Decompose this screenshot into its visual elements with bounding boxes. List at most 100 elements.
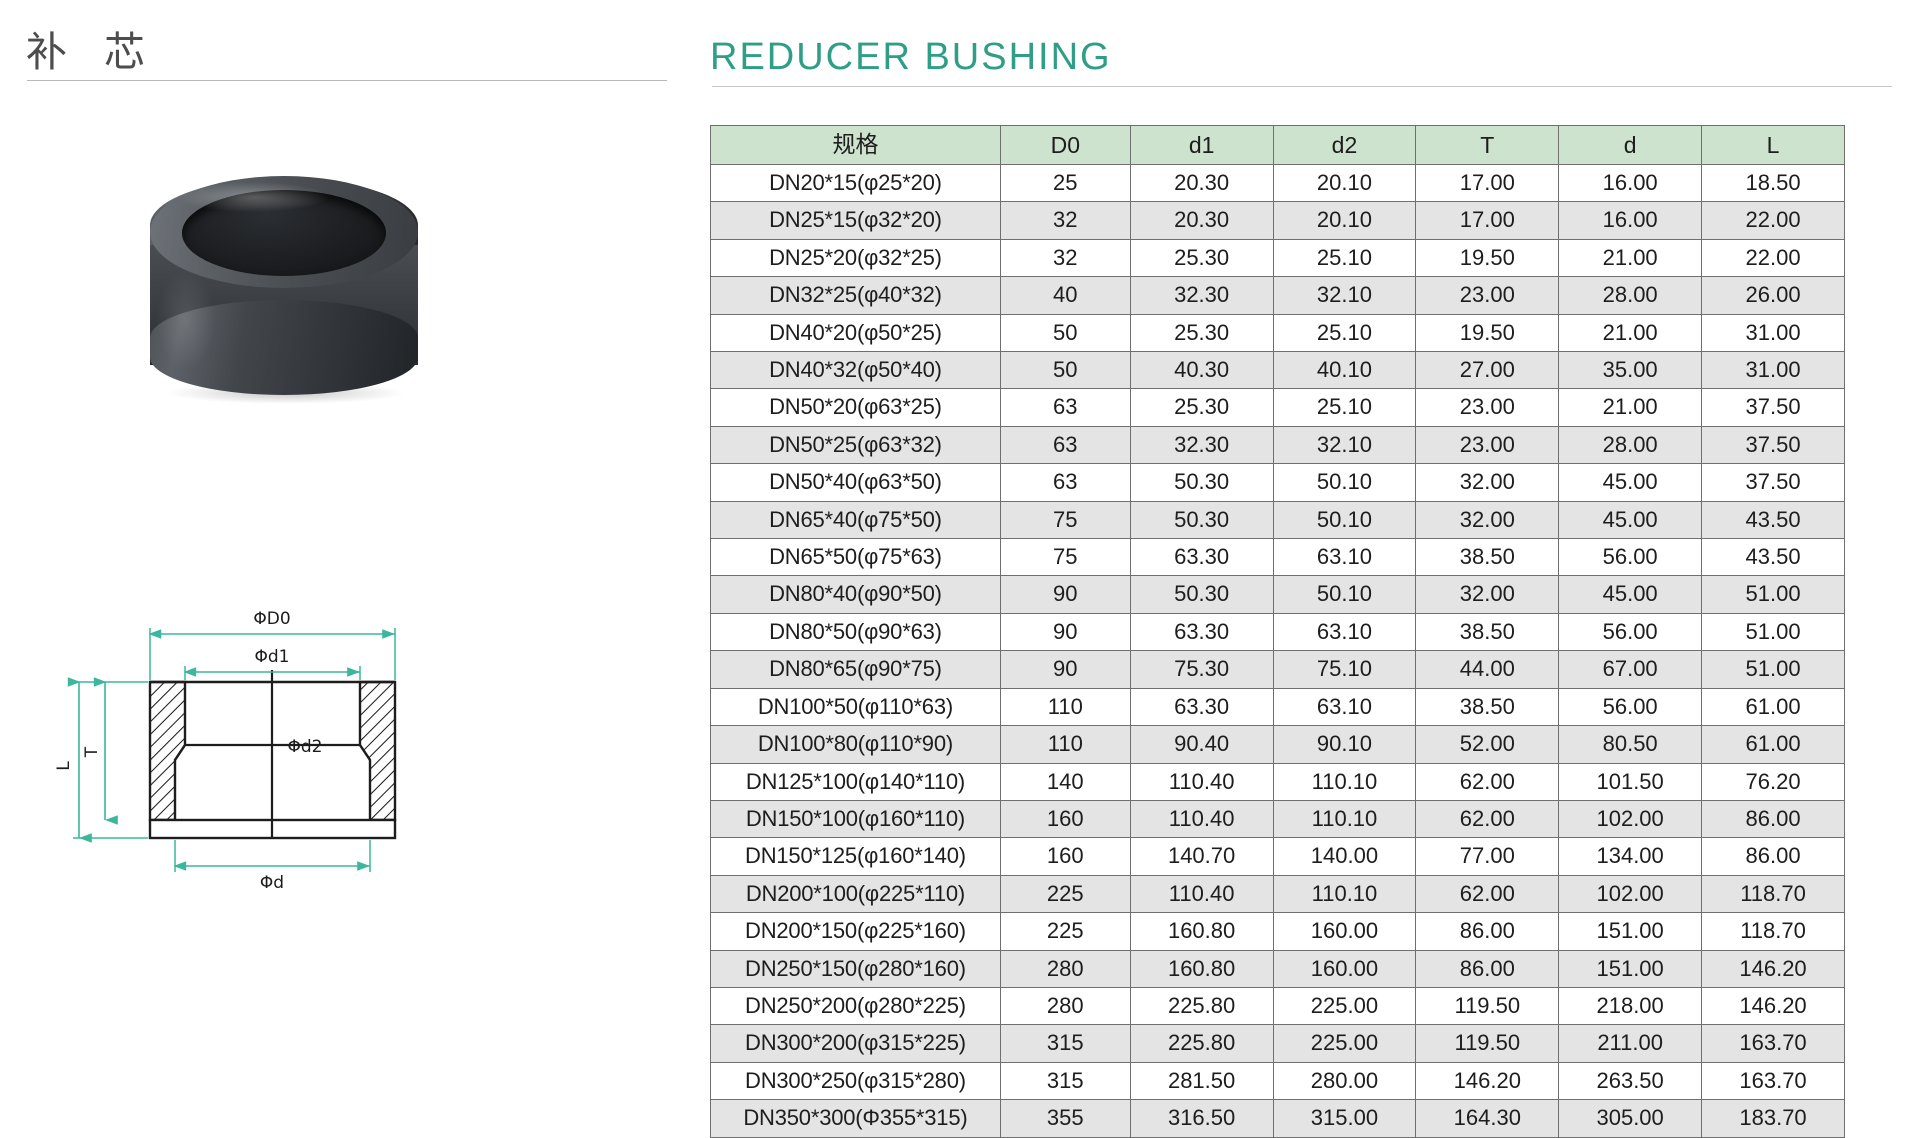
- cell-spec: DN100*50(φ110*63): [710, 687, 1001, 727]
- cell-t: 38.50: [1415, 538, 1560, 577]
- cell-spec: DN20*15(φ25*20): [710, 163, 1001, 203]
- dim-label-d: Φd: [260, 873, 284, 893]
- cell-d1: 20.30: [1129, 201, 1274, 240]
- cell-l: 76.20: [1701, 762, 1845, 801]
- column-header-d: d: [1558, 125, 1703, 165]
- cell-spec: DN300*250(φ315*280): [710, 1061, 1001, 1101]
- dim-label-l: L: [55, 761, 74, 771]
- table-row: DN150*125(φ160*140) 160 140.70 140.00 77.00 1…: [710, 837, 1845, 876]
- cell-d0: 90: [999, 612, 1131, 652]
- table-row: DN250*200(φ280*225) 280 225.80 225.00 119.50…: [710, 986, 1845, 1026]
- cell-d1: 40.30: [1129, 351, 1274, 390]
- cell-d0: 63: [999, 425, 1131, 465]
- cell-t: 23.00: [1415, 425, 1560, 465]
- cell-t: 164.30: [1415, 1099, 1560, 1138]
- table-row: DN125*100(φ140*110) 140 110.40 110.10 62.00 1…: [710, 762, 1845, 801]
- cell-d2: 50.10: [1272, 463, 1417, 502]
- cell-d: 263.50: [1558, 1061, 1703, 1101]
- cell-t: 86.00: [1415, 912, 1560, 951]
- dim-label-d1: Φd1: [255, 647, 290, 667]
- cell-d: 45.00: [1558, 463, 1703, 502]
- cell-spec: DN350*300(Φ355*315): [710, 1099, 1001, 1138]
- cell-d1: 32.30: [1129, 425, 1274, 465]
- cell-t: 62.00: [1415, 799, 1560, 839]
- cell-d1: 20.30: [1129, 163, 1274, 203]
- cell-d1: 281.50: [1129, 1061, 1274, 1101]
- table-row: DN300*200(φ315*225) 315 225.80 225.00 119.50…: [710, 1024, 1845, 1063]
- cell-d: 218.00: [1558, 986, 1703, 1026]
- cell-d1: 25.30: [1129, 313, 1274, 353]
- cell-d1: 140.70: [1129, 837, 1274, 876]
- cell-d: 151.00: [1558, 949, 1703, 988]
- cell-d2: 110.10: [1272, 762, 1417, 801]
- cell-d0: 63: [999, 463, 1131, 502]
- cell-l: 118.70: [1701, 874, 1845, 914]
- cell-spec: DN80*40(φ90*50): [710, 575, 1001, 614]
- cell-l: 22.00: [1701, 238, 1845, 278]
- cell-t: 119.50: [1415, 986, 1560, 1026]
- cell-l: 146.20: [1701, 949, 1845, 988]
- cell-spec: DN250*150(φ280*160): [710, 949, 1001, 988]
- cell-spec: DN100*80(φ110*90): [710, 725, 1001, 764]
- cell-spec: DN150*125(φ160*140): [710, 837, 1001, 876]
- cell-spec: DN32*25(φ40*32): [710, 276, 1001, 315]
- cell-d2: 50.10: [1272, 575, 1417, 614]
- cell-t: 32.00: [1415, 500, 1560, 540]
- cell-d0: 75: [999, 500, 1131, 540]
- cell-t: 62.00: [1415, 762, 1560, 801]
- cell-d0: 110: [999, 725, 1131, 764]
- cell-l: 51.00: [1701, 650, 1845, 689]
- cell-d1: 25.30: [1129, 238, 1274, 278]
- cell-spec: DN65*50(φ75*63): [710, 538, 1001, 577]
- cell-d0: 90: [999, 650, 1131, 689]
- cell-d: 80.50: [1558, 725, 1703, 764]
- cell-d2: 32.10: [1272, 425, 1417, 465]
- bushing-side-highlight: [156, 270, 216, 370]
- cell-d0: 225: [999, 874, 1131, 914]
- cell-t: 27.00: [1415, 351, 1560, 390]
- cell-l: 37.50: [1701, 388, 1845, 427]
- cell-d0: 355: [999, 1099, 1131, 1138]
- cell-d: 305.00: [1558, 1099, 1703, 1138]
- cell-t: 119.50: [1415, 1024, 1560, 1063]
- cell-d0: 90: [999, 575, 1131, 614]
- cell-t: 52.00: [1415, 725, 1560, 764]
- cell-t: 32.00: [1415, 463, 1560, 502]
- cell-spec: DN150*100(φ160*110): [710, 799, 1001, 839]
- cell-spec: DN50*25(φ63*32): [710, 425, 1001, 465]
- column-header-l: L: [1701, 125, 1845, 165]
- cell-d1: 25.30: [1129, 388, 1274, 427]
- chinese-title: 补 芯: [26, 28, 158, 76]
- cell-l: 37.50: [1701, 425, 1845, 465]
- cell-d2: 225.00: [1272, 986, 1417, 1026]
- cell-d1: 110.40: [1129, 799, 1274, 839]
- cell-l: 183.70: [1701, 1099, 1845, 1138]
- cell-d2: 280.00: [1272, 1061, 1417, 1101]
- cell-l: 43.50: [1701, 500, 1845, 540]
- cell-d2: 75.10: [1272, 650, 1417, 689]
- cell-d1: 63.30: [1129, 612, 1274, 652]
- table-row: DN40*20(φ50*25) 50 25.30 25.10 19.50 21.00 31.…: [710, 313, 1845, 353]
- cell-d: 56.00: [1558, 687, 1703, 727]
- cell-d1: 50.30: [1129, 500, 1274, 540]
- cell-l: 163.70: [1701, 1024, 1845, 1063]
- table-row: DN100*80(φ110*90) 110 90.40 90.10 52.00 80.50…: [710, 725, 1845, 764]
- table-header: 规格 D0 d1 d2 T d L: [710, 125, 1845, 165]
- cell-d1: 75.30: [1129, 650, 1274, 689]
- cell-d0: 32: [999, 201, 1131, 240]
- table-row: DN65*50(φ75*63) 75 63.30 63.10 38.50 56.00 43.…: [710, 538, 1845, 577]
- table-row: DN25*15(φ32*20) 32 20.30 20.10 17.00 16.00 22.…: [710, 201, 1845, 240]
- cell-spec: DN50*40(φ63*50): [710, 463, 1001, 502]
- cell-d0: 140: [999, 762, 1131, 801]
- cell-d: 21.00: [1558, 238, 1703, 278]
- cell-l: 18.50: [1701, 163, 1845, 203]
- cell-d0: 40: [999, 276, 1131, 315]
- table-row: DN50*20(φ63*25) 63 25.30 25.10 23.00 21.00 37.…: [710, 388, 1845, 427]
- cell-d0: 315: [999, 1061, 1131, 1101]
- cell-d1: 160.80: [1129, 912, 1274, 951]
- cell-d1: 110.40: [1129, 874, 1274, 914]
- cell-l: 43.50: [1701, 538, 1845, 577]
- cell-d0: 50: [999, 313, 1131, 353]
- table-row: DN350*300(Φ355*315) 355 316.50 315.00 164.30…: [710, 1099, 1845, 1138]
- cell-t: 17.00: [1415, 163, 1560, 203]
